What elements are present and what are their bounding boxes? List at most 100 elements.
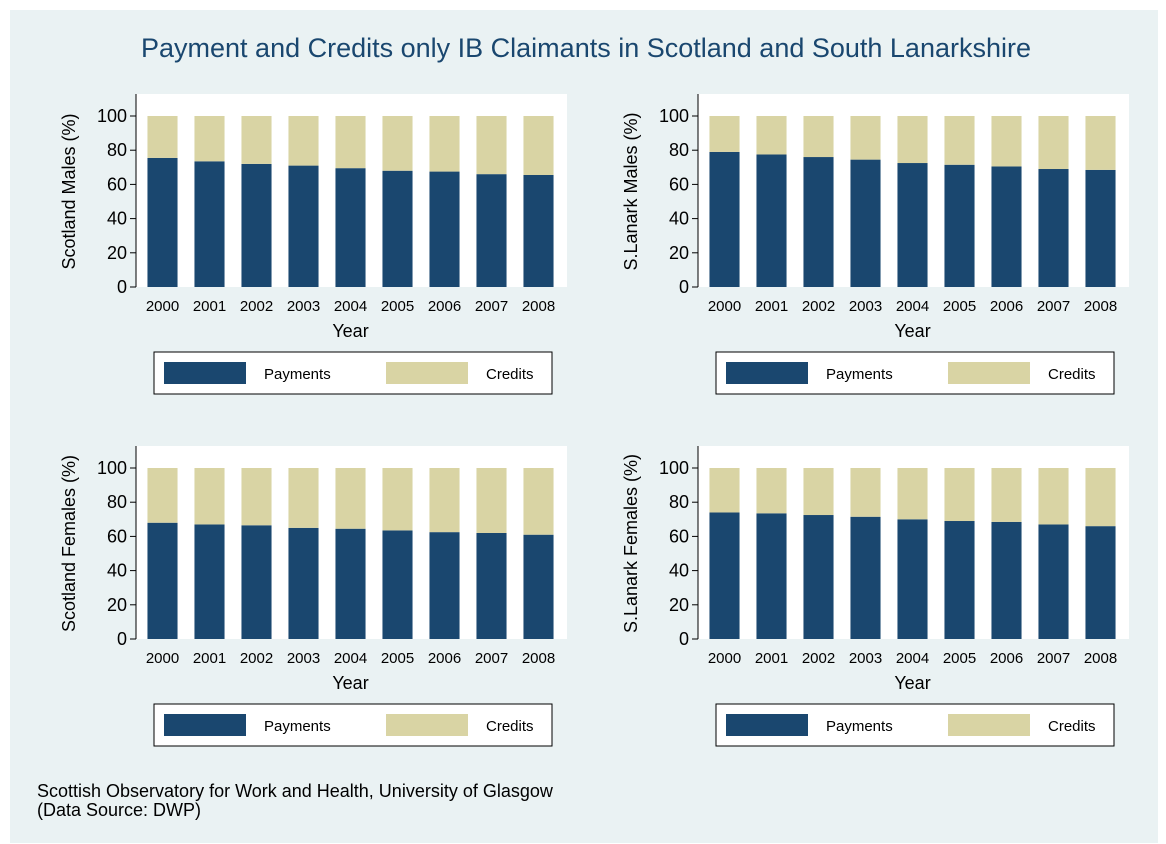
legend: Payments Credits bbox=[715, 351, 1115, 395]
credits-bar-2002 bbox=[241, 116, 272, 164]
credits-bar-2000 bbox=[147, 116, 178, 158]
x-tick-label-2002: 2002 bbox=[240, 650, 273, 667]
payments-bar-2000 bbox=[709, 512, 740, 639]
credits-bar-2002 bbox=[803, 468, 834, 516]
payments-bar-2003 bbox=[850, 159, 881, 287]
x-tick-label-2003: 2003 bbox=[849, 298, 882, 315]
credits-bar-2006 bbox=[991, 116, 1022, 167]
x-tick-label-2008: 2008 bbox=[522, 298, 555, 315]
y-tick-label-40: 40 bbox=[107, 209, 127, 229]
y-tick-label-0: 0 bbox=[679, 629, 689, 649]
panel-slanark-females: 2000 2001 2002 2003 2004 2005 2006 2007 2008 0 20 4… bbox=[621, 446, 1129, 747]
x-tick-label-2000: 2000 bbox=[708, 650, 741, 667]
payments-bar-2006 bbox=[429, 532, 460, 640]
credits-bar-2005 bbox=[382, 468, 413, 531]
footer-source: (Data Source: DWP) bbox=[37, 800, 202, 820]
y-tick-label-20: 20 bbox=[107, 595, 127, 615]
credits-bar-2001 bbox=[756, 116, 787, 155]
payments-bar-2008 bbox=[523, 534, 554, 639]
payments-bar-2001 bbox=[194, 161, 225, 287]
payments-bar-2008 bbox=[1085, 169, 1116, 287]
credits-bar-2004 bbox=[897, 468, 928, 520]
credits-bar-2005 bbox=[944, 468, 975, 522]
y-tick-label-0: 0 bbox=[117, 629, 127, 649]
credits-bar-2003 bbox=[850, 116, 881, 160]
payments-bar-2002 bbox=[803, 157, 834, 287]
payments-bar-2008 bbox=[1085, 526, 1116, 639]
y-axis-title: Scotland Females (%) bbox=[59, 455, 79, 632]
legend-label-payments: Payments bbox=[826, 366, 893, 383]
credits-bar-2006 bbox=[991, 468, 1022, 522]
credits-bar-2004 bbox=[335, 468, 366, 529]
credits-bar-2000 bbox=[147, 468, 178, 523]
legend-swatch-payments bbox=[164, 362, 246, 384]
x-tick-label-2000: 2000 bbox=[146, 650, 179, 667]
payments-bar-2000 bbox=[709, 151, 740, 287]
footer: Scottish Observatory for Work and Health… bbox=[37, 782, 553, 820]
y-tick-label-60: 60 bbox=[107, 526, 127, 546]
credits-bar-2006 bbox=[429, 116, 460, 172]
x-tick-label-2004: 2004 bbox=[896, 650, 929, 667]
y-tick-label-40: 40 bbox=[107, 561, 127, 581]
legend-swatch-payments bbox=[726, 714, 808, 736]
x-tick-label-2008: 2008 bbox=[1084, 298, 1117, 315]
y-tick-label-20: 20 bbox=[107, 243, 127, 263]
legend-label-credits: Credits bbox=[1048, 366, 1096, 383]
payments-bar-2007 bbox=[476, 532, 507, 639]
y-tick-label-60: 60 bbox=[669, 526, 689, 546]
credits-bar-2005 bbox=[944, 116, 975, 165]
payments-bar-2001 bbox=[756, 154, 787, 287]
legend-swatch-credits bbox=[386, 714, 468, 736]
credits-bar-2004 bbox=[897, 116, 928, 164]
payments-bar-2002 bbox=[241, 525, 272, 639]
y-tick-label-100: 100 bbox=[659, 106, 689, 126]
x-tick-label-2003: 2003 bbox=[849, 650, 882, 667]
x-tick-label-2008: 2008 bbox=[1084, 650, 1117, 667]
y-tick-label-100: 100 bbox=[659, 458, 689, 478]
legend-label-credits: Credits bbox=[486, 718, 534, 735]
x-axis-title: Year bbox=[332, 673, 368, 693]
x-tick-label-2004: 2004 bbox=[334, 298, 367, 315]
x-tick-label-2000: 2000 bbox=[146, 298, 179, 315]
x-tick-label-2007: 2007 bbox=[475, 650, 508, 667]
payments-bar-2003 bbox=[288, 527, 319, 639]
payments-bar-2002 bbox=[241, 163, 272, 287]
y-tick-label-40: 40 bbox=[669, 209, 689, 229]
x-tick-label-2001: 2001 bbox=[755, 298, 788, 315]
credits-bar-2007 bbox=[476, 116, 507, 175]
y-tick-label-0: 0 bbox=[679, 277, 689, 297]
legend-label-credits: Credits bbox=[1048, 718, 1096, 735]
legend-swatch-payments bbox=[726, 362, 808, 384]
y-tick-label-60: 60 bbox=[669, 174, 689, 194]
y-tick-label-0: 0 bbox=[117, 277, 127, 297]
payments-bar-2006 bbox=[991, 521, 1022, 639]
legend-label-payments: Payments bbox=[264, 718, 331, 735]
x-tick-label-2002: 2002 bbox=[240, 298, 273, 315]
legend-label-credits: Credits bbox=[486, 366, 534, 383]
payments-bar-2006 bbox=[429, 171, 460, 287]
credits-bar-2007 bbox=[476, 468, 507, 533]
footer-credit: Scottish Observatory for Work and Health… bbox=[37, 781, 553, 801]
payments-bar-2001 bbox=[756, 513, 787, 639]
legend-box bbox=[715, 351, 1115, 395]
credits-bar-2001 bbox=[756, 468, 787, 514]
x-tick-label-2006: 2006 bbox=[990, 298, 1023, 315]
payments-bar-2005 bbox=[944, 521, 975, 639]
legend-swatch-credits bbox=[948, 714, 1030, 736]
credits-bar-2002 bbox=[803, 116, 834, 158]
y-tick-label-40: 40 bbox=[669, 561, 689, 581]
x-tick-label-2002: 2002 bbox=[802, 298, 835, 315]
payments-bar-2002 bbox=[803, 515, 834, 639]
y-tick-label-60: 60 bbox=[107, 174, 127, 194]
credits-bar-2001 bbox=[194, 468, 225, 525]
y-axis-title: S.Lanark Males (%) bbox=[621, 112, 641, 270]
x-tick-label-2004: 2004 bbox=[896, 298, 929, 315]
legend: Payments Credits bbox=[715, 703, 1115, 747]
x-tick-label-2007: 2007 bbox=[1037, 650, 1070, 667]
credits-bar-2003 bbox=[288, 116, 319, 166]
legend-label-payments: Payments bbox=[264, 366, 331, 383]
x-tick-label-2004: 2004 bbox=[334, 650, 367, 667]
y-tick-label-80: 80 bbox=[107, 140, 127, 160]
y-tick-label-80: 80 bbox=[669, 492, 689, 512]
